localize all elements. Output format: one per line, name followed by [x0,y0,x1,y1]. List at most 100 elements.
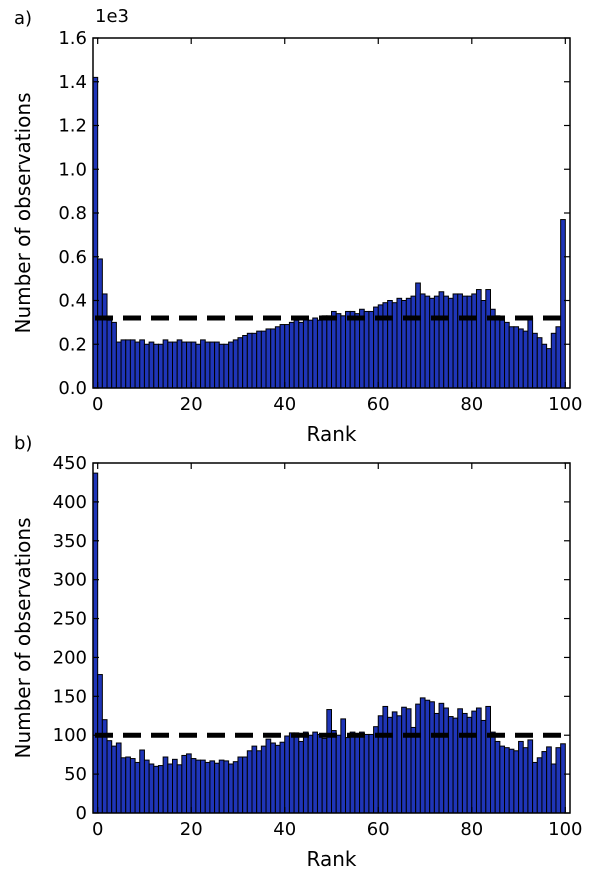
histogram-bar [536,337,543,389]
histogram-bar [256,330,262,389]
histogram-bar [485,289,492,389]
histogram-bar [307,319,314,389]
histogram-bar [340,315,347,389]
histogram-bar [125,756,131,814]
histogram-bar [148,763,155,814]
histogram-bar [471,293,477,389]
histogram-bar [246,332,253,389]
x-tick-label: 40 [273,819,296,840]
histogram-bar [195,343,202,389]
histogram-bar [345,737,351,814]
histogram-bar [172,758,178,814]
histogram-bar [541,751,548,814]
histogram-bar [228,763,234,814]
histogram-bar [396,297,403,389]
histogram-bar [452,293,459,389]
histogram-bar [405,297,412,389]
histogram-bar [214,341,220,389]
histogram-bar [326,315,333,389]
histogram-bar [106,740,113,814]
histogram-bar [471,710,477,814]
histogram-bar [391,711,398,814]
histogram-bar [532,761,538,814]
histogram-bar [270,742,276,814]
histogram-bar [429,297,435,389]
histogram-bar [438,702,445,814]
histogram-bar [373,726,379,814]
histogram-bar [97,674,103,814]
histogram-bar [129,339,136,389]
histogram-bar [527,739,534,814]
histogram-bar [461,295,468,389]
histogram-bar [316,319,323,389]
histogram-bar [377,715,384,814]
histogram-bar [349,731,356,814]
y-tick-label: 1.2 [58,116,87,137]
y-tick-label: 50 [64,764,87,785]
histogram-bar [443,295,449,389]
histogram-bar [359,308,365,389]
histogram-bar [335,313,342,389]
histogram-bar [391,302,398,389]
y-axis-label: Number of observations [11,517,35,758]
histogram-bar [260,330,267,389]
histogram-bar [480,300,487,389]
histogram-bar [162,339,169,389]
histogram-bar [354,313,361,389]
x-tick-label: 60 [367,394,390,415]
histogram-bar [518,740,524,814]
histogram-bar [363,733,370,814]
y-tick-label: 200 [53,647,87,668]
histogram-bar [209,760,216,814]
histogram-bar [209,341,216,389]
histogram-bar [424,699,431,814]
histogram-bar [508,748,515,814]
x-tick-label: 80 [460,819,483,840]
y-tick-label: 0.6 [58,247,87,268]
axis-multiplier: 1e3 [95,6,129,27]
histogram-bar [265,328,272,389]
histogram-bar [134,761,141,814]
histogram-bar [251,332,258,389]
histogram-bar [106,319,113,389]
x-axis-label: Rank [307,847,357,871]
histogram-bar [368,310,375,389]
histogram-bar [522,747,529,814]
histogram-bar [232,339,239,389]
histogram-bar [302,317,309,389]
histogram-bar [120,339,127,389]
y-tick-label: 400 [53,492,87,513]
x-tick-label: 0 [92,819,103,840]
histogram-bar [475,707,482,814]
histogram-bar [111,321,117,389]
histogram-bar [410,726,417,814]
histogram-bar [143,343,150,389]
x-tick-label: 40 [273,394,296,415]
histogram-bar [176,339,183,389]
histogram-bar [485,705,492,814]
y-tick-label: 250 [53,609,87,630]
histogram-bar [129,758,136,814]
histogram-bar [162,756,169,814]
histogram-bar [312,731,318,814]
histogram-bar [555,326,562,389]
x-tick-label: 100 [548,819,582,840]
histogram-bar [419,697,426,814]
histogram-bar [387,716,393,814]
histogram-bar [115,742,122,814]
y-tick-label: 1.0 [58,159,87,180]
panel-letter: b) [14,433,32,454]
histogram-bar [167,763,174,814]
histogram-bar [349,310,356,389]
histogram-bar [284,324,290,389]
histogram-bar [541,343,548,389]
histogram-bar [513,326,520,389]
histogram-bar [143,759,150,814]
histogram-bar [560,743,566,814]
histogram-bar [527,317,534,389]
histogram-bar [555,747,562,814]
histogram-bar [218,343,225,389]
y-tick-label: 1.6 [58,28,87,49]
histogram-bar [139,339,145,389]
